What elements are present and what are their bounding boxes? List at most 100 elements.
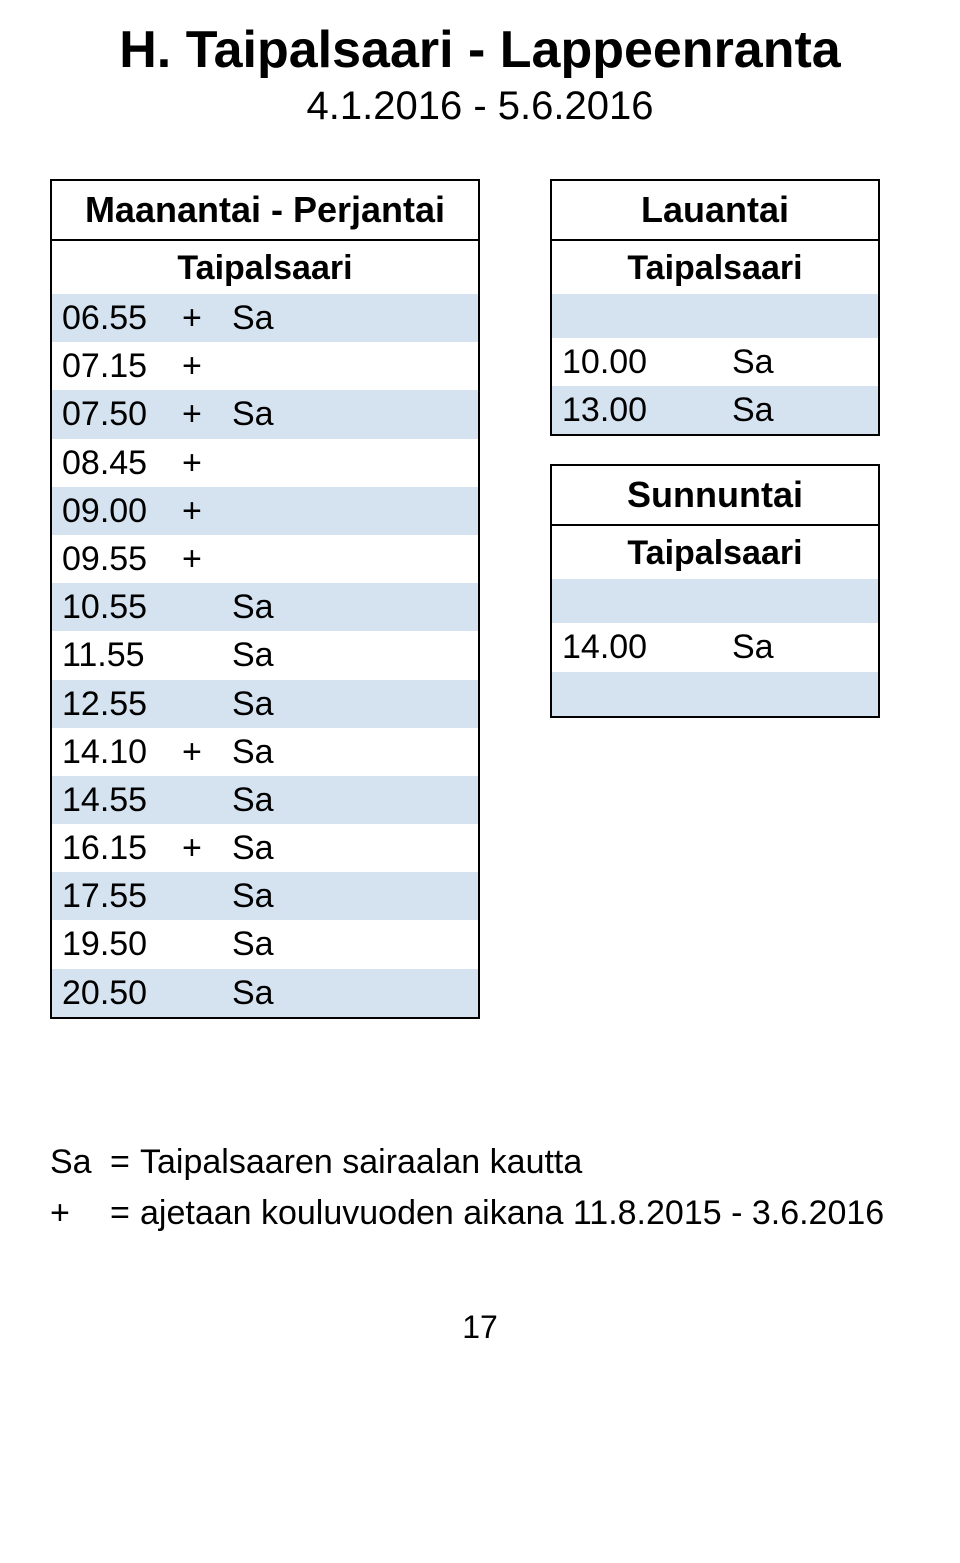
weekday-subheader: Taipalsaari bbox=[52, 241, 478, 294]
plus-cell: + bbox=[182, 730, 232, 774]
time-cell: 07.50 bbox=[62, 392, 182, 436]
table-row bbox=[552, 672, 878, 716]
table-row: 20.50 Sa bbox=[52, 969, 478, 1017]
plus-cell bbox=[182, 971, 232, 1015]
note-cell bbox=[232, 489, 468, 533]
note-cell: Sa bbox=[232, 874, 468, 918]
time-cell: 08.45 bbox=[62, 441, 182, 485]
legend-row: + = ajetaan kouluvuoden aikana 11.8.2015… bbox=[50, 1188, 910, 1239]
saturday-rows: 10.00 Sa 13.00 Sa bbox=[552, 294, 878, 434]
note-cell: Sa bbox=[232, 730, 468, 774]
table-row: 07.15+ bbox=[52, 342, 478, 390]
note-cell: Sa bbox=[232, 296, 468, 340]
time-cell: 09.00 bbox=[62, 489, 182, 533]
legend-row: Sa = Taipalsaaren sairaalan kautta bbox=[50, 1137, 910, 1188]
note-cell: Sa bbox=[232, 826, 468, 870]
time-cell: 17.55 bbox=[62, 874, 182, 918]
weekday-rows: 06.55+Sa07.15+07.50+Sa08.45+09.00+09.55+… bbox=[52, 294, 478, 1017]
time-cell: 14.10 bbox=[62, 730, 182, 774]
plus-cell: + bbox=[182, 441, 232, 485]
plus-cell: + bbox=[182, 537, 232, 581]
table-row bbox=[552, 294, 878, 338]
legend-key: + bbox=[50, 1188, 110, 1239]
plus-cell bbox=[682, 625, 732, 669]
table-row: 14.55 Sa bbox=[52, 776, 478, 824]
table-row: 07.50+Sa bbox=[52, 390, 478, 438]
plus-cell bbox=[682, 340, 732, 384]
weekend-column: Lauantai Taipalsaari 10.00 Sa 13.00 Sa Sunn… bbox=[550, 179, 880, 746]
table-row bbox=[552, 579, 878, 623]
note-cell: Sa bbox=[232, 971, 468, 1015]
time-cell: 20.50 bbox=[62, 971, 182, 1015]
timetable-page: H. Taipalsaari - Lappeenranta 4.1.2016 -… bbox=[0, 0, 960, 1386]
legend-equals: = bbox=[110, 1137, 140, 1188]
plus-cell bbox=[182, 585, 232, 629]
legend-text: ajetaan kouluvuoden aikana 11.8.2015 - 3… bbox=[140, 1188, 910, 1239]
saturday-table: Lauantai Taipalsaari 10.00 Sa 13.00 Sa bbox=[550, 179, 880, 436]
table-row: 19.50 Sa bbox=[52, 920, 478, 968]
legend: Sa = Taipalsaaren sairaalan kautta + = a… bbox=[50, 1137, 910, 1239]
table-row: 06.55+Sa bbox=[52, 294, 478, 342]
sunday-subheader: Taipalsaari bbox=[552, 526, 878, 579]
table-row: 10.00 Sa bbox=[552, 338, 878, 386]
plus-cell bbox=[182, 874, 232, 918]
plus-cell: + bbox=[182, 344, 232, 388]
legend-text: Taipalsaaren sairaalan kautta bbox=[140, 1137, 910, 1188]
date-range: 4.1.2016 - 5.6.2016 bbox=[50, 84, 910, 129]
note-cell: Sa bbox=[732, 340, 868, 384]
sunday-header: Sunnuntai bbox=[552, 466, 878, 526]
note-cell: Sa bbox=[232, 778, 468, 822]
table-row: 09.00+ bbox=[52, 487, 478, 535]
plus-cell bbox=[182, 778, 232, 822]
time-cell: 11.55 bbox=[62, 633, 182, 677]
legend-key: Sa bbox=[50, 1137, 110, 1188]
saturday-header: Lauantai bbox=[552, 181, 878, 241]
table-row: 17.55 Sa bbox=[52, 872, 478, 920]
table-row: 11.55 Sa bbox=[52, 631, 478, 679]
note-cell: Sa bbox=[232, 682, 468, 726]
sunday-rows: 14.00 Sa bbox=[552, 579, 878, 715]
weekday-header: Maanantai - Perjantai bbox=[52, 181, 478, 241]
page-number: 17 bbox=[50, 1309, 910, 1346]
time-cell: 14.55 bbox=[62, 778, 182, 822]
weekday-column: Maanantai - Perjantai Taipalsaari 06.55+… bbox=[50, 179, 480, 1047]
note-cell bbox=[232, 537, 468, 581]
note-cell bbox=[232, 344, 468, 388]
table-row: 10.55 Sa bbox=[52, 583, 478, 631]
note-cell: Sa bbox=[732, 388, 868, 432]
saturday-subheader: Taipalsaari bbox=[552, 241, 878, 294]
time-cell: 09.55 bbox=[62, 537, 182, 581]
time-cell: 13.00 bbox=[562, 388, 682, 432]
columns-container: Maanantai - Perjantai Taipalsaari 06.55+… bbox=[50, 179, 910, 1047]
time-cell: 07.15 bbox=[62, 344, 182, 388]
plus-cell: + bbox=[182, 826, 232, 870]
note-cell: Sa bbox=[732, 625, 868, 669]
note-cell: Sa bbox=[232, 392, 468, 436]
table-row: 08.45+ bbox=[52, 439, 478, 487]
plus-cell bbox=[682, 388, 732, 432]
time-cell: 10.00 bbox=[562, 340, 682, 384]
weekday-table: Maanantai - Perjantai Taipalsaari 06.55+… bbox=[50, 179, 480, 1019]
table-row: 09.55+ bbox=[52, 535, 478, 583]
plus-cell: + bbox=[182, 296, 232, 340]
table-row: 14.00 Sa bbox=[552, 623, 878, 671]
page-title: H. Taipalsaari - Lappeenranta bbox=[50, 20, 910, 80]
table-row: 12.55Sa bbox=[52, 680, 478, 728]
time-cell: 10.55 bbox=[62, 585, 182, 629]
plus-cell: + bbox=[182, 489, 232, 533]
table-row: 13.00 Sa bbox=[552, 386, 878, 434]
plus-cell bbox=[182, 682, 232, 726]
plus-cell bbox=[182, 633, 232, 677]
time-cell: 16.15 bbox=[62, 826, 182, 870]
note-cell: Sa bbox=[232, 585, 468, 629]
table-row: 16.15+Sa bbox=[52, 824, 478, 872]
plus-cell bbox=[182, 922, 232, 966]
plus-cell: + bbox=[182, 392, 232, 436]
table-row: 14.10+Sa bbox=[52, 728, 478, 776]
note-cell: Sa bbox=[232, 922, 468, 966]
time-cell: 06.55 bbox=[62, 296, 182, 340]
time-cell: 19.50 bbox=[62, 922, 182, 966]
note-cell: Sa bbox=[232, 633, 468, 677]
time-cell: 14.00 bbox=[562, 625, 682, 669]
note-cell bbox=[232, 441, 468, 485]
